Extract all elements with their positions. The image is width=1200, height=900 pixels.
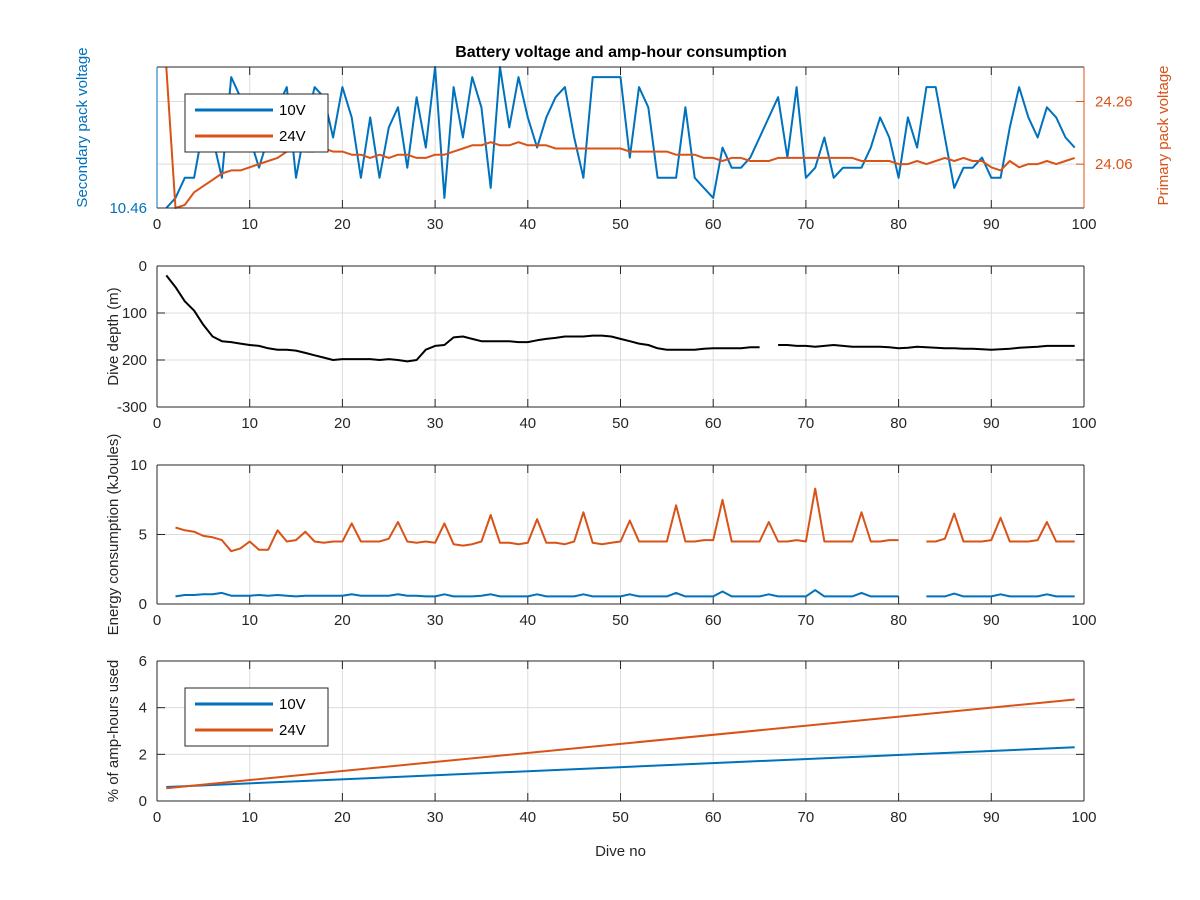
x-tick-label: 30 <box>427 809 444 826</box>
x-tick-label: 10 <box>241 216 258 233</box>
y-axis-label: % of amp-hours used <box>105 660 122 803</box>
x-tick-label: 10 <box>241 809 258 826</box>
x-tick-label: 100 <box>1071 216 1096 233</box>
x-tick-label: 90 <box>983 415 1000 432</box>
y-tick-label: 0 <box>139 596 147 613</box>
chart-panel-4: 0 10 20 30 40 50 60 70 80 90 100 0 2 4 6 10V 24V % of amp… <box>105 653 1097 860</box>
chart-title: Battery voltage and amp-hour consumption <box>455 44 787 61</box>
legend-label: 10V <box>279 102 306 119</box>
x-tick-label: 20 <box>334 415 351 432</box>
x-tick-label: 100 <box>1071 809 1096 826</box>
x-tick-label: 20 <box>334 612 351 629</box>
x-tick-label: 80 <box>890 809 907 826</box>
x-axis-label: Dive no <box>595 843 646 860</box>
x-tick-label: 60 <box>705 809 722 826</box>
x-tick-label: 0 <box>153 809 161 826</box>
y-axis-label: Dive depth (m) <box>105 287 122 385</box>
x-tick-label: 100 <box>1071 612 1096 629</box>
chart-panel-2: 0 10 20 30 40 50 60 70 80 90 100 0 100 200 -300 Dive de… <box>105 258 1097 432</box>
x-tick-label: 80 <box>890 216 907 233</box>
legend-label: 10V <box>279 696 306 713</box>
x-tick-label: 70 <box>798 809 815 826</box>
x-tick-label: 0 <box>153 612 161 629</box>
x-tick-label: 50 <box>612 809 629 826</box>
x-tick-label: 10 <box>241 415 258 432</box>
y-tick-label: 0 <box>139 258 147 275</box>
series-line-10V <box>166 746 1075 788</box>
x-tick-label: 60 <box>705 612 722 629</box>
x-tick-label: 80 <box>890 612 907 629</box>
y-axis-label: Energy consumption (kJoules) <box>105 434 122 636</box>
x-tick-label: 20 <box>334 809 351 826</box>
x-tick-label: 30 <box>427 216 444 233</box>
y-tick-label: -300 <box>117 399 147 416</box>
x-tick-label: 80 <box>890 415 907 432</box>
x-tick-label: 90 <box>983 216 1000 233</box>
x-tick-label: 60 <box>705 415 722 432</box>
x-tick-label: 60 <box>705 216 722 233</box>
y-tick-label: 100 <box>122 305 147 322</box>
y-tick-label: 4 <box>139 700 147 717</box>
y-tick-label: 10 <box>130 457 147 474</box>
x-tick-label: 40 <box>519 809 536 826</box>
legend-box <box>184 687 329 747</box>
x-tick-label: 30 <box>427 415 444 432</box>
x-tick-label: 20 <box>334 216 351 233</box>
x-tick-label: 10 <box>241 612 258 629</box>
x-tick-label: 90 <box>983 612 1000 629</box>
chart-panel-3: 0 10 20 30 40 50 60 70 80 90 100 0 5 10 Energy consump… <box>105 434 1097 636</box>
legend-label: 24V <box>279 722 306 739</box>
legend-box <box>184 93 329 153</box>
x-tick-label: 100 <box>1071 415 1096 432</box>
series-line <box>165 274 1075 363</box>
chart-panel-1: 0 10 20 30 40 50 60 70 80 90 100 10.46 24.06 24.26 10V… <box>74 47 1172 233</box>
x-tick-label: 40 <box>519 415 536 432</box>
x-tick-label: 0 <box>153 415 161 432</box>
x-tick-label: 70 <box>798 612 815 629</box>
x-tick-label: 50 <box>612 216 629 233</box>
x-tick-label: 50 <box>612 612 629 629</box>
y-right-tick-label: 24.06 <box>1095 156 1133 173</box>
x-tick-label: 70 <box>798 216 815 233</box>
plots-layer: 0 10 20 30 40 50 60 70 80 90 10010.4624.0624.2610V… <box>74 47 1172 860</box>
x-tick-label: 40 <box>519 216 536 233</box>
series-line-10V <box>175 589 1075 598</box>
y-tick-label: 200 <box>122 352 147 369</box>
x-tick-label: 70 <box>798 415 815 432</box>
x-tick-label: 50 <box>612 415 629 432</box>
y-tick-label: 6 <box>139 653 147 670</box>
y-axis-label-right: Primary pack voltage <box>1155 65 1172 205</box>
y-tick-label: 2 <box>139 746 147 763</box>
y-axis-label-left: Secondary pack voltage <box>74 47 91 207</box>
series-line-24V <box>166 698 1075 790</box>
series-line-10V <box>165 66 1076 209</box>
series-line-24V <box>175 487 1075 553</box>
x-tick-label: 40 <box>519 612 536 629</box>
y-right-tick-label: 24.26 <box>1095 93 1133 110</box>
x-tick-label: 0 <box>153 216 161 233</box>
y-tick-label: 0 <box>139 793 147 810</box>
y-tick-label: 5 <box>139 527 147 544</box>
legend-label: 24V <box>279 128 306 145</box>
x-tick-label: 30 <box>427 612 444 629</box>
x-tick-label: 90 <box>983 809 1000 826</box>
y-left-tick-label: 10.46 <box>109 200 147 217</box>
